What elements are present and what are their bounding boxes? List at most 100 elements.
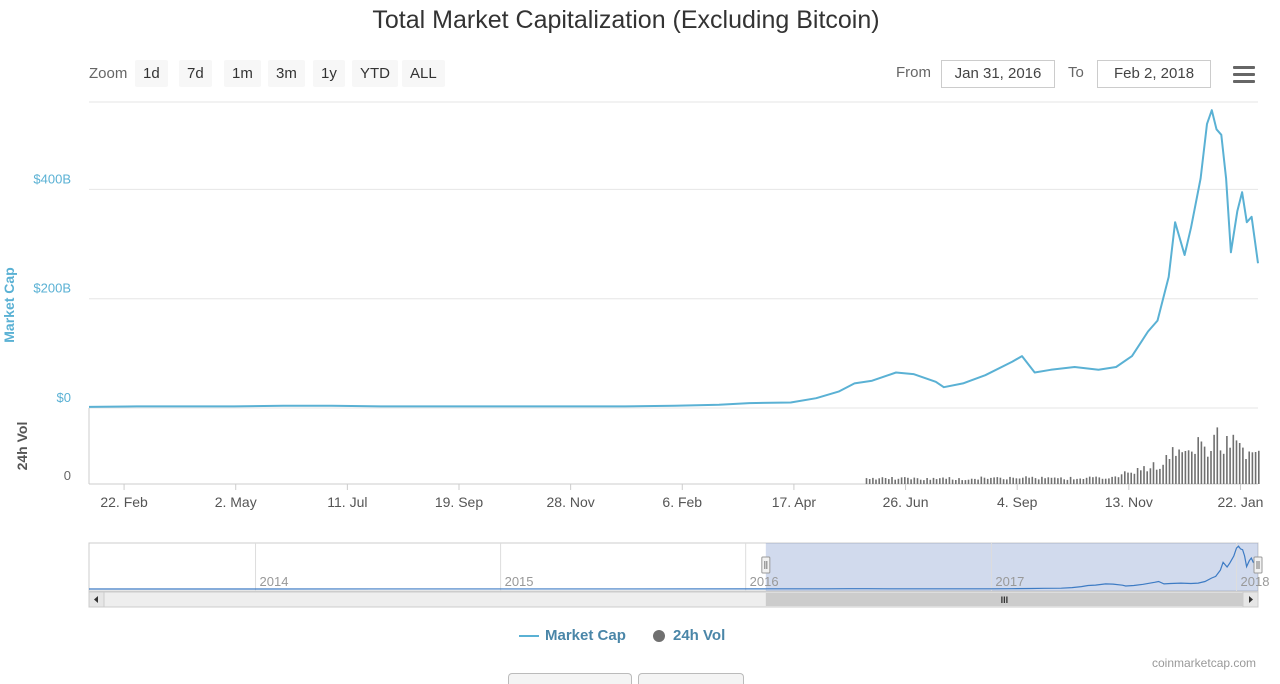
- volume-bar: [1258, 450, 1260, 484]
- volume-bar: [1057, 478, 1059, 484]
- volume-bar: [1248, 451, 1250, 484]
- x-tick-label: 11. Jul: [327, 494, 367, 510]
- volume-bar: [1127, 472, 1129, 484]
- volume-bar: [970, 478, 973, 484]
- zoom-all-button[interactable]: ALL: [402, 60, 445, 87]
- volume-bar: [1076, 478, 1078, 484]
- chevron-left-icon: [94, 596, 98, 603]
- legend-item-market-cap[interactable]: Market Cap: [519, 627, 626, 644]
- range-to-input[interactable]: Feb 2, 2018: [1097, 60, 1211, 88]
- volume-bar: [1184, 451, 1187, 484]
- bottom-tab-button[interactable]: [508, 673, 632, 684]
- volume-bar: [1238, 443, 1241, 484]
- volume-bar: [1133, 473, 1136, 484]
- navigator-tick-label: 2015: [505, 574, 534, 589]
- volume-bar: [1079, 478, 1081, 484]
- navigator[interactable]: 2014 2015 2016 2017 2018 III: [88, 542, 1270, 608]
- legend-item-24h-vol[interactable]: 24h Vol: [653, 627, 725, 644]
- volume-bar: [990, 477, 992, 484]
- volume-bar: [1066, 479, 1069, 484]
- volume-bar: [1015, 478, 1018, 484]
- volume-bar: [1200, 441, 1203, 484]
- volume-bar: [1069, 476, 1072, 484]
- volume-bar: [1168, 459, 1171, 484]
- volume-bar: [1108, 478, 1110, 484]
- volume-bar: [919, 479, 922, 484]
- range-from-label: From: [896, 64, 931, 81]
- x-tick-label: 22. Feb: [100, 494, 148, 510]
- volume-bar: [888, 479, 890, 484]
- volume-bar: [1171, 447, 1174, 484]
- zoom-7d-button[interactable]: 7d: [179, 60, 212, 87]
- volume-bar: [1194, 453, 1196, 484]
- navigator-series-line: [88, 545, 1259, 590]
- scrollbar-thumb[interactable]: [765, 593, 1243, 606]
- bottom-tab-button[interactable]: [638, 673, 744, 684]
- volume-bar: [1085, 477, 1088, 484]
- volume-bar: [1095, 476, 1097, 484]
- x-axis: 22. Feb 2. May 11. Jul 19. Sep 28. Nov 6. Feb…: [100, 484, 1263, 510]
- volume-tick-label: 0: [64, 468, 71, 483]
- volume-bar: [1216, 427, 1219, 484]
- x-tick-label: 28. Nov: [547, 494, 595, 510]
- range-from-input[interactable]: Jan 31, 2016: [941, 60, 1055, 88]
- legend-circle-icon: [653, 630, 665, 643]
- credit-link[interactable]: coinmarketcap.com: [1152, 656, 1257, 670]
- volume-bar: [1101, 478, 1104, 484]
- volume-bar: [993, 477, 995, 484]
- volume-bar: [945, 478, 947, 484]
- volume-bar: [986, 478, 989, 484]
- volume-bar: [894, 479, 896, 484]
- volume-bar: [1060, 477, 1062, 484]
- zoom-1d-button[interactable]: 1d: [135, 60, 168, 87]
- x-tick-label: 26. Jun: [883, 494, 929, 510]
- volume-bar: [1251, 452, 1254, 484]
- zoom-1m-button[interactable]: 1m: [224, 60, 261, 87]
- x-tick-label: 6. Feb: [662, 494, 702, 510]
- volume-axis-title: 24h Vol: [14, 422, 30, 471]
- hamburger-menu-icon[interactable]: [1233, 66, 1255, 84]
- volume-bar: [983, 477, 986, 484]
- navigator-tick-label: 2016: [750, 574, 779, 589]
- market-cap-series: [88, 109, 1259, 408]
- volume-bar: [1034, 478, 1037, 484]
- volume-bar: [1124, 471, 1126, 484]
- volume-bar: [958, 478, 960, 484]
- navigator-tick-label: 2018: [1241, 574, 1270, 589]
- volume-bar: [916, 478, 919, 484]
- volume-bar: [935, 479, 938, 484]
- volume-bar: [967, 479, 970, 484]
- volume-bar: [1203, 446, 1206, 484]
- range-to-label: To: [1068, 64, 1084, 81]
- navigator-handle-right[interactable]: [1253, 556, 1263, 574]
- zoom-3m-button[interactable]: 3m: [268, 60, 305, 87]
- navigator-handle-left[interactable]: [761, 556, 771, 574]
- volume-bar: [939, 478, 941, 484]
- volume-bar: [1155, 469, 1158, 484]
- volume-bar: [1009, 476, 1011, 484]
- volume-bar: [1082, 479, 1085, 484]
- volume-bar: [1120, 474, 1123, 484]
- volume-bar: [865, 478, 868, 484]
- zoom-ytd-button[interactable]: YTD: [352, 60, 398, 87]
- volume-bar: [942, 477, 944, 484]
- volume-bar: [1191, 451, 1193, 484]
- volume-bar: [980, 476, 983, 484]
- zoom-1y-button[interactable]: 1y: [313, 60, 345, 87]
- volume-bar: [1037, 479, 1040, 484]
- volume-bar: [1044, 478, 1046, 484]
- x-tick-label: 4. Sep: [997, 494, 1038, 510]
- volume-bar: [875, 479, 877, 484]
- grid-lines: [88, 101, 1258, 485]
- volume-bar: [1222, 453, 1225, 484]
- volume-bar: [1242, 447, 1244, 484]
- x-tick-label: 2. May: [215, 494, 257, 510]
- legend-label-market-cap: Market Cap: [545, 627, 626, 644]
- volume-bar: [1175, 455, 1177, 484]
- volume-bar: [1229, 447, 1231, 484]
- volume-bar: [1219, 450, 1222, 484]
- volume-bar: [1207, 456, 1209, 484]
- volume-bar: [1235, 440, 1238, 484]
- volume-bar: [1254, 452, 1257, 484]
